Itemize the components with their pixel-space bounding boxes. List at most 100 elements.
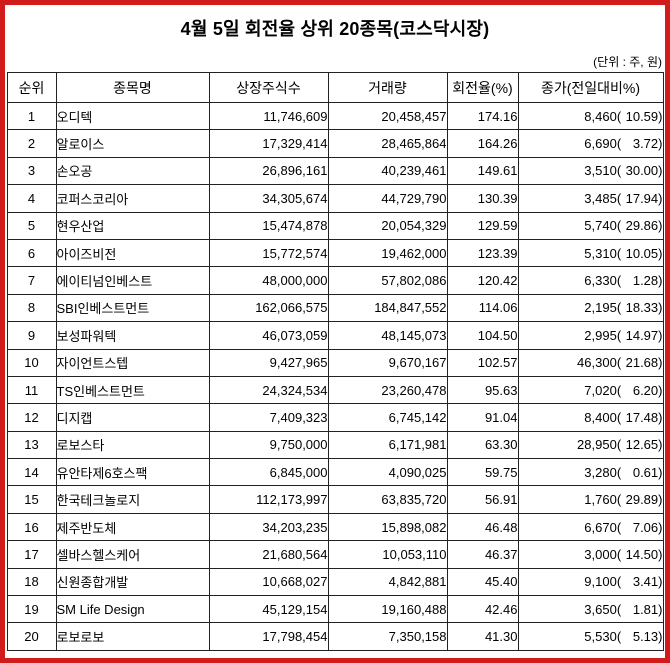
volume-cell: 4,842,881 [327, 567, 448, 597]
rank-cell: 5 [6, 211, 57, 240]
paren-open: ( [616, 629, 622, 645]
paren-open: ( [616, 136, 622, 152]
table-row: 7 에이티넘인베스트 48,000,000 57,802,086 120.42 … [6, 266, 664, 295]
paren-open: ( [616, 574, 622, 590]
close-price: 46,300 [577, 355, 617, 371]
shares-cell: 17,329,414 [208, 129, 329, 158]
turnover-cell: 123.39 [446, 238, 519, 268]
shares-cell: 34,203,235 [208, 512, 329, 542]
table-row: 10 자이언트스텝 9,427,965 9,670,167 102.57 46,… [6, 348, 664, 377]
paren-close: ) [658, 546, 663, 562]
paren-close: ) [658, 163, 663, 179]
change-pct: 6.20 [632, 382, 659, 398]
close-cell: 8,460(10.59) [517, 101, 664, 131]
volume-cell: 184,847,552 [327, 293, 448, 323]
paren-close: ) [658, 327, 663, 343]
table-row: 4 코퍼스코리아 34,305,674 44,729,790 130.39 3,… [6, 184, 664, 213]
turnover-cell: 45.40 [446, 567, 519, 597]
table-row: 3 손오공 26,896,161 40,239,461 149.61 3,510… [6, 156, 664, 186]
close-cell: 5,310(10.05) [517, 238, 664, 268]
volume-cell: 4,090,025 [327, 458, 448, 487]
table-row: 1 오디텍 11,746,609 20,458,457 174.16 8,460… [6, 101, 664, 131]
header-turnover: 회전율(%) [446, 72, 519, 103]
close-price: 3,000 [584, 546, 617, 562]
table-row: 12 디지캡 7,409,323 6,745,142 91.04 8,400(1… [6, 403, 664, 432]
stock-name-cell: 제주반도체 [55, 512, 210, 542]
turnover-cell: 104.50 [446, 321, 519, 350]
stock-name-cell: 로보스타 [55, 430, 210, 460]
close-cell: 46,300(21.68) [517, 348, 664, 377]
turnover-cell: 130.39 [446, 184, 519, 213]
close-cell: 3,650(1.81) [517, 595, 664, 624]
change-pct: 5.13 [632, 629, 659, 645]
table-row: 13 로보스타 9,750,000 6,171,981 63.30 28,950… [6, 430, 664, 460]
rank-cell: 20 [6, 622, 57, 651]
stock-name-cell: 손오공 [55, 156, 210, 186]
table-row: 9 보성파워텍 46,073,059 48,145,073 104.50 2,9… [6, 321, 664, 350]
change-pct: 0.61 [632, 464, 659, 480]
volume-cell: 28,465,864 [327, 129, 448, 158]
paren-close: ) [658, 300, 663, 316]
volume-cell: 6,171,981 [327, 430, 448, 460]
table-row: 8 SBI인베스트먼트 162,066,575 184,847,552 114.… [6, 293, 664, 323]
shares-cell: 9,427,965 [208, 348, 329, 377]
turnover-cell: 129.59 [446, 211, 519, 240]
paren-open: ( [616, 327, 622, 343]
rank-cell: 19 [6, 595, 57, 624]
change-pct: 14.50 [625, 546, 659, 562]
table-row: 15 한국테크놀로지 112,173,997 63,835,720 56.91 … [6, 485, 664, 514]
shares-cell: 34,305,674 [208, 184, 329, 213]
turnover-cell: 174.16 [446, 101, 519, 131]
rank-cell: 15 [6, 485, 57, 514]
rank-cell: 6 [6, 238, 57, 268]
change-pct: 3.72 [632, 136, 659, 152]
change-pct: 21.68 [625, 355, 659, 371]
close-cell: 5,530(5.13) [517, 622, 664, 651]
volume-cell: 20,054,329 [327, 211, 448, 240]
shares-cell: 45,129,154 [208, 595, 329, 624]
rank-cell: 8 [6, 293, 57, 323]
change-pct: 29.86 [625, 218, 659, 234]
volume-cell: 19,160,488 [327, 595, 448, 624]
stock-name-cell: 신원종합개발 [55, 567, 210, 597]
rank-cell: 3 [6, 156, 57, 186]
close-cell: 5,740(29.86) [517, 211, 664, 240]
shares-cell: 7,409,323 [208, 403, 329, 432]
close-cell: 8,400(17.48) [517, 403, 664, 432]
volume-cell: 6,745,142 [327, 403, 448, 432]
unit-note: (단위 : 주, 원) [593, 55, 662, 69]
paren-close: ) [658, 108, 663, 124]
rank-cell: 13 [6, 430, 57, 460]
table-row: 11 TS인베스트먼트 24,324,534 23,260,478 95.63 … [6, 375, 664, 405]
shares-cell: 46,073,059 [208, 321, 329, 350]
stock-name-cell: 디지캡 [55, 403, 210, 432]
paren-open: ( [616, 519, 622, 535]
close-price: 3,280 [584, 464, 617, 480]
shares-cell: 15,474,878 [208, 211, 329, 240]
close-cell: 6,670(7.06) [517, 512, 664, 542]
paren-open: ( [616, 409, 622, 425]
turnover-cell: 56.91 [446, 485, 519, 514]
rank-cell: 16 [6, 512, 57, 542]
close-price: 3,650 [584, 601, 617, 617]
volume-cell: 10,053,110 [327, 540, 448, 569]
change-pct: 18.33 [625, 300, 659, 316]
turnover-cell: 164.26 [446, 129, 519, 158]
rank-cell: 1 [6, 101, 57, 131]
close-price: 6,690 [584, 136, 617, 152]
volume-cell: 48,145,073 [327, 321, 448, 350]
stock-name-cell: 셀바스헬스케어 [55, 540, 210, 569]
shares-cell: 24,324,534 [208, 375, 329, 405]
table-row: 5 현우산업 15,474,878 20,054,329 129.59 5,74… [6, 211, 664, 240]
paren-open: ( [616, 437, 622, 453]
close-cell: 2,195(18.33) [517, 293, 664, 323]
paren-close: ) [658, 464, 663, 480]
shares-cell: 11,746,609 [208, 101, 329, 131]
paren-close: ) [658, 136, 663, 152]
paren-open: ( [616, 245, 622, 261]
table-row: 2 알로이스 17,329,414 28,465,864 164.26 6,69… [6, 129, 664, 158]
shares-cell: 17,798,454 [208, 622, 329, 651]
volume-cell: 40,239,461 [327, 156, 448, 186]
shares-cell: 15,772,574 [208, 238, 329, 268]
rank-cell: 4 [6, 184, 57, 213]
